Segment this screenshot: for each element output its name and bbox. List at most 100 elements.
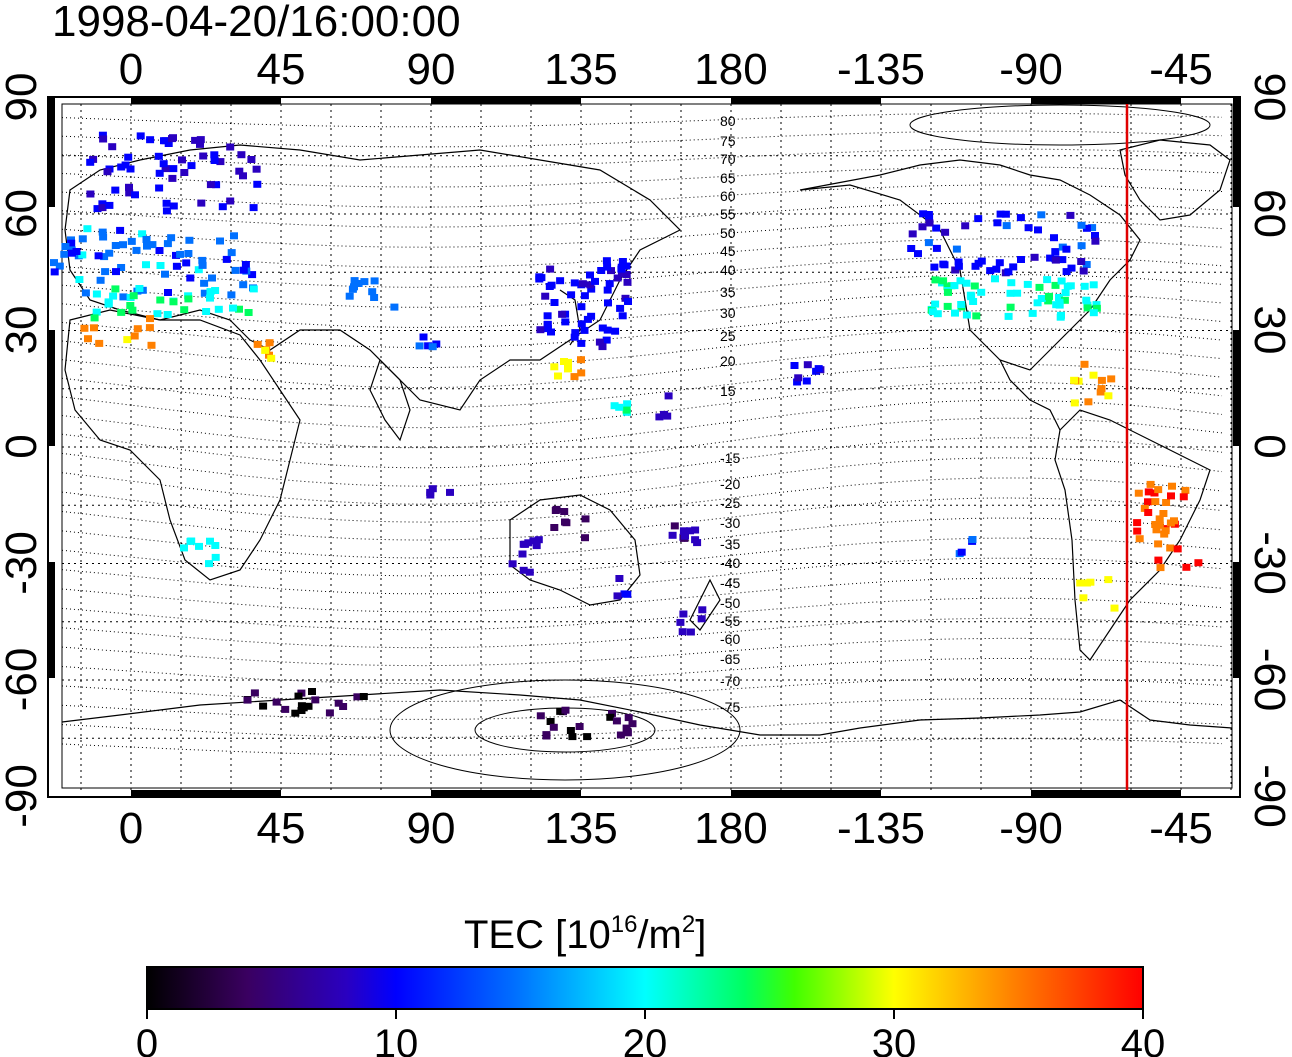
tec-point [128,306,137,314]
tec-point [75,276,84,283]
tec-point [568,733,577,741]
tec-point [560,358,568,365]
tec-point [116,226,125,234]
tec-point [239,172,247,180]
tec-point [1045,292,1053,300]
tec-point [618,312,627,320]
tec-point [206,288,215,296]
tec-point [1166,519,1175,527]
tec-point [216,158,225,166]
tec-point [918,223,927,231]
tec-point [226,197,235,205]
tec-point [598,343,607,351]
tec-point [98,200,107,208]
tec-point [1023,280,1032,288]
tec-point [202,308,211,315]
tec-point [1154,486,1163,494]
tec-point [119,241,127,249]
tec-point [230,232,238,240]
lat-tick-left: 90 [0,73,46,122]
lon-tick-top: 90 [407,45,456,94]
tec-point [969,298,978,305]
tec-point [1152,526,1161,534]
tec-point [549,723,558,731]
tec-point [419,333,428,341]
tec-point [525,568,534,576]
contour-labels: 80 75 70 65 60 55 50 45 40 35 30 25 20 15 -15 -20 -25 -30… [720,113,740,715]
tec-point [353,693,362,701]
tec-point [932,224,941,232]
tec-point [1077,242,1086,250]
tec-point [575,723,584,730]
tec-point [267,354,276,362]
tec-point [129,292,138,300]
tec-point [250,689,259,697]
tec-point [580,292,589,300]
tec-point [691,526,700,534]
tec-point [130,332,139,340]
tec-point [691,536,700,544]
tec-point [1004,268,1013,276]
tec-point [1030,253,1039,261]
tec-point [210,151,219,159]
tec-point [1144,509,1153,516]
lat-tick-right: 30 [1245,306,1292,355]
tec-point [519,566,528,574]
tec-point [623,729,632,737]
tec-point [1070,376,1079,384]
tec-point [168,135,176,143]
tec-point [81,289,90,297]
tec-point [678,628,687,636]
tec-point [191,136,200,144]
tec-point [164,140,173,147]
tec-point [1001,210,1010,218]
tec-point [1044,297,1053,305]
tec-point [239,266,248,274]
tec-point [995,259,1004,267]
tec-point [156,296,165,304]
tec-point [542,732,551,740]
tec-point [446,488,454,496]
tec-point [198,256,207,264]
colorbar: TEC [1016/m2] 0 10 20 30 40 [136,911,1165,1057]
tec-point [249,204,258,212]
tec-point [210,157,219,164]
tec-point [586,281,595,289]
tec-point [135,285,144,292]
tec-point [1016,214,1025,222]
tec-point [214,305,223,313]
lon-tick-bottom: 0 [119,804,143,853]
contour-label: -45 [720,575,740,591]
tec-point [98,204,107,212]
tec-point [119,293,128,301]
tec-point [163,240,172,248]
tec-point [229,304,237,312]
tec-point [1024,224,1033,232]
tec-point [1080,360,1089,368]
contour-label: 55 [720,206,736,222]
tec-point [253,340,262,348]
tec-point [235,305,243,313]
tec-point [172,251,180,259]
tec-point [199,152,208,160]
tec-point [1079,594,1088,602]
tec-point [556,707,565,715]
tec-point [127,237,136,245]
tec-point [1067,264,1076,272]
tec-point [622,262,631,270]
tec-point [1182,563,1191,571]
colorbar-ticks: 0 10 20 30 40 [136,1009,1165,1057]
contour-label: 45 [720,243,736,259]
tec-point [1009,263,1018,271]
tec-point [1133,527,1142,535]
tec-point [931,276,940,284]
tec-point [529,537,538,545]
tec-point [1057,311,1065,319]
tec-point [142,261,150,269]
contour-label: 35 [720,284,736,300]
tec-point [613,592,622,600]
tec-point [252,165,261,173]
tec-point [543,325,552,333]
tec-point [581,515,590,523]
tec-point [117,308,126,316]
